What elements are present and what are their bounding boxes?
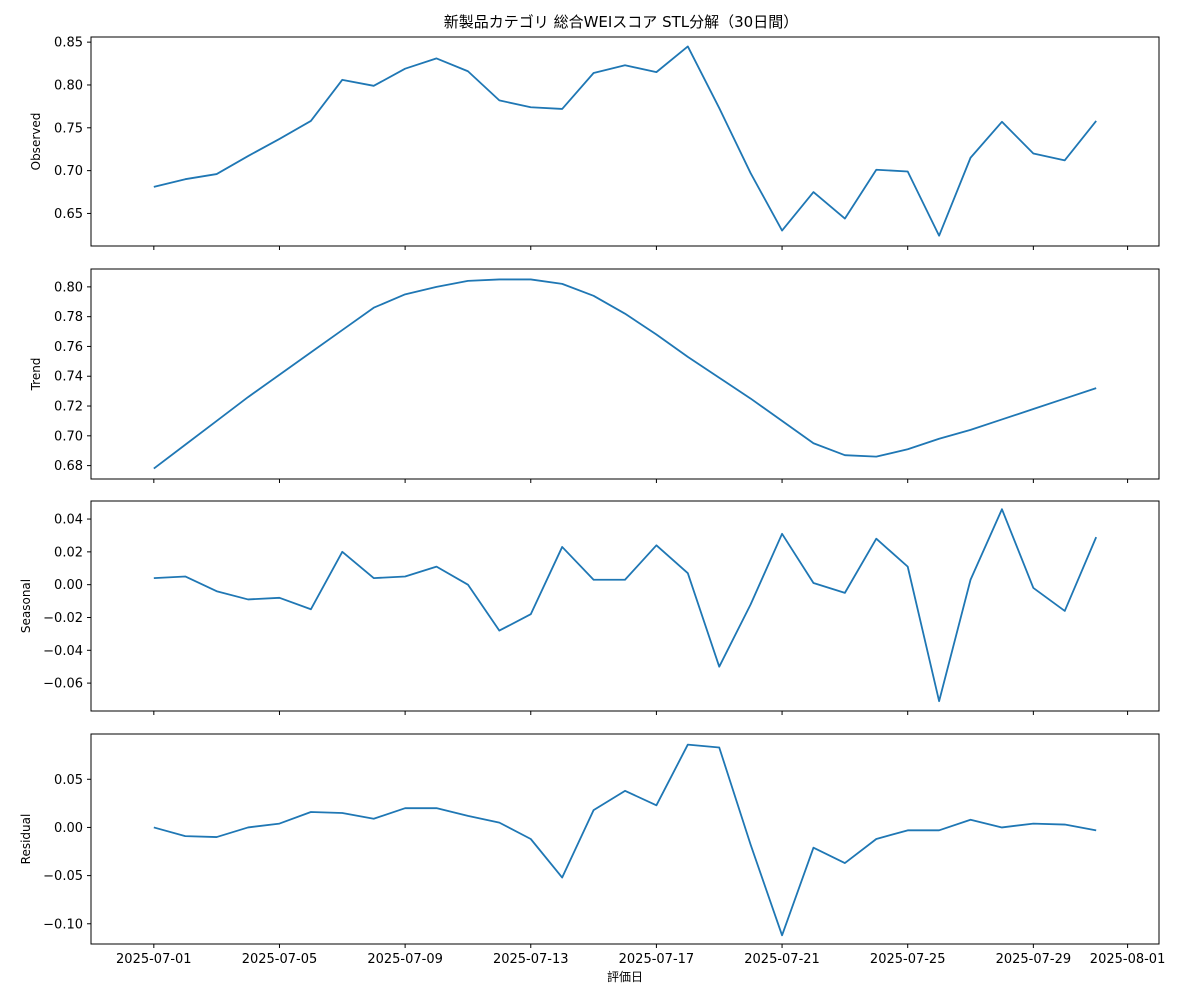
x-axis-label: 評価日 (607, 969, 643, 984)
y-axis-label: Seasonal (19, 579, 33, 633)
panels: 0.65 0.70 0.75 0.80 0.85 Observed 0.68 0.70 0.72… (19, 36, 1165, 967)
x-tick-label: 2025-07-01 (116, 952, 192, 967)
y-tick-label: 0.00 (54, 578, 83, 593)
x-tick-label: 2025-08-01 (1090, 952, 1166, 967)
panel-trend: 0.68 0.70 0.72 0.74 0.76 0.78 0.80 Trend (29, 268, 1160, 483)
y-tick-label: 0.00 (54, 821, 83, 836)
y-tick-label: 0.80 (54, 78, 83, 93)
plot-frame (90, 733, 1160, 945)
y-tick-label: 0.04 (54, 513, 83, 528)
series-line-residual (153, 743, 1097, 937)
x-tick-label: 2025-07-17 (619, 952, 695, 967)
y-tick-label: −0.04 (43, 644, 83, 659)
y-tick-label: 0.78 (54, 310, 83, 325)
x-tick-label: 2025-07-13 (493, 952, 569, 967)
y-tick-label: 0.65 (54, 207, 83, 222)
y-tick-label: 0.76 (54, 340, 83, 355)
x-tick-label: 2025-07-29 (996, 952, 1072, 967)
plot-frame (90, 36, 1160, 247)
y-tick-label: 0.80 (54, 280, 83, 295)
y-tick-label: 0.05 (54, 773, 83, 788)
x-tick-label: 2025-07-21 (744, 952, 820, 967)
panel-seasonal: −0.06 −0.04 −0.02 0.00 0.02 0.04 Seasonal (19, 500, 1160, 715)
y-tick-label: 0.68 (54, 459, 83, 474)
chart-title: 新製品カテゴリ 総合WEIスコア STL分解（30日間） (444, 13, 798, 31)
plot-frame (90, 268, 1160, 480)
y-axis-label: Trend (29, 358, 43, 392)
y-tick-label: 0.72 (54, 400, 83, 415)
y-tick-label: −0.10 (43, 917, 83, 932)
y-tick-label: −0.05 (43, 869, 83, 884)
series-line-trend (153, 278, 1097, 470)
y-axis-label: Residual (19, 814, 33, 865)
y-tick-label: 0.85 (54, 36, 83, 51)
x-tick-label: 2025-07-05 (242, 952, 318, 967)
x-tick-label: 2025-07-25 (870, 952, 946, 967)
y-tick-label: −0.02 (43, 611, 83, 626)
x-tick-label: 2025-07-09 (367, 952, 443, 967)
y-tick-label: 0.02 (54, 545, 83, 560)
series-line-observed (153, 45, 1097, 237)
y-tick-label: 0.70 (54, 164, 83, 179)
y-tick-label: −0.06 (43, 677, 83, 692)
panel-observed: 0.65 0.70 0.75 0.80 0.85 Observed (29, 36, 1160, 250)
y-tick-label: 0.70 (54, 429, 83, 444)
series-line-seasonal (153, 508, 1098, 703)
y-axis-label: Observed (29, 113, 43, 171)
plot-frame (90, 500, 1160, 712)
y-tick-label: 0.75 (54, 121, 83, 136)
y-tick-label: 0.74 (54, 370, 83, 385)
panel-residual: −0.10 −0.05 0.00 0.05 2025-07-01 2025-07-05 20… (19, 733, 1166, 967)
